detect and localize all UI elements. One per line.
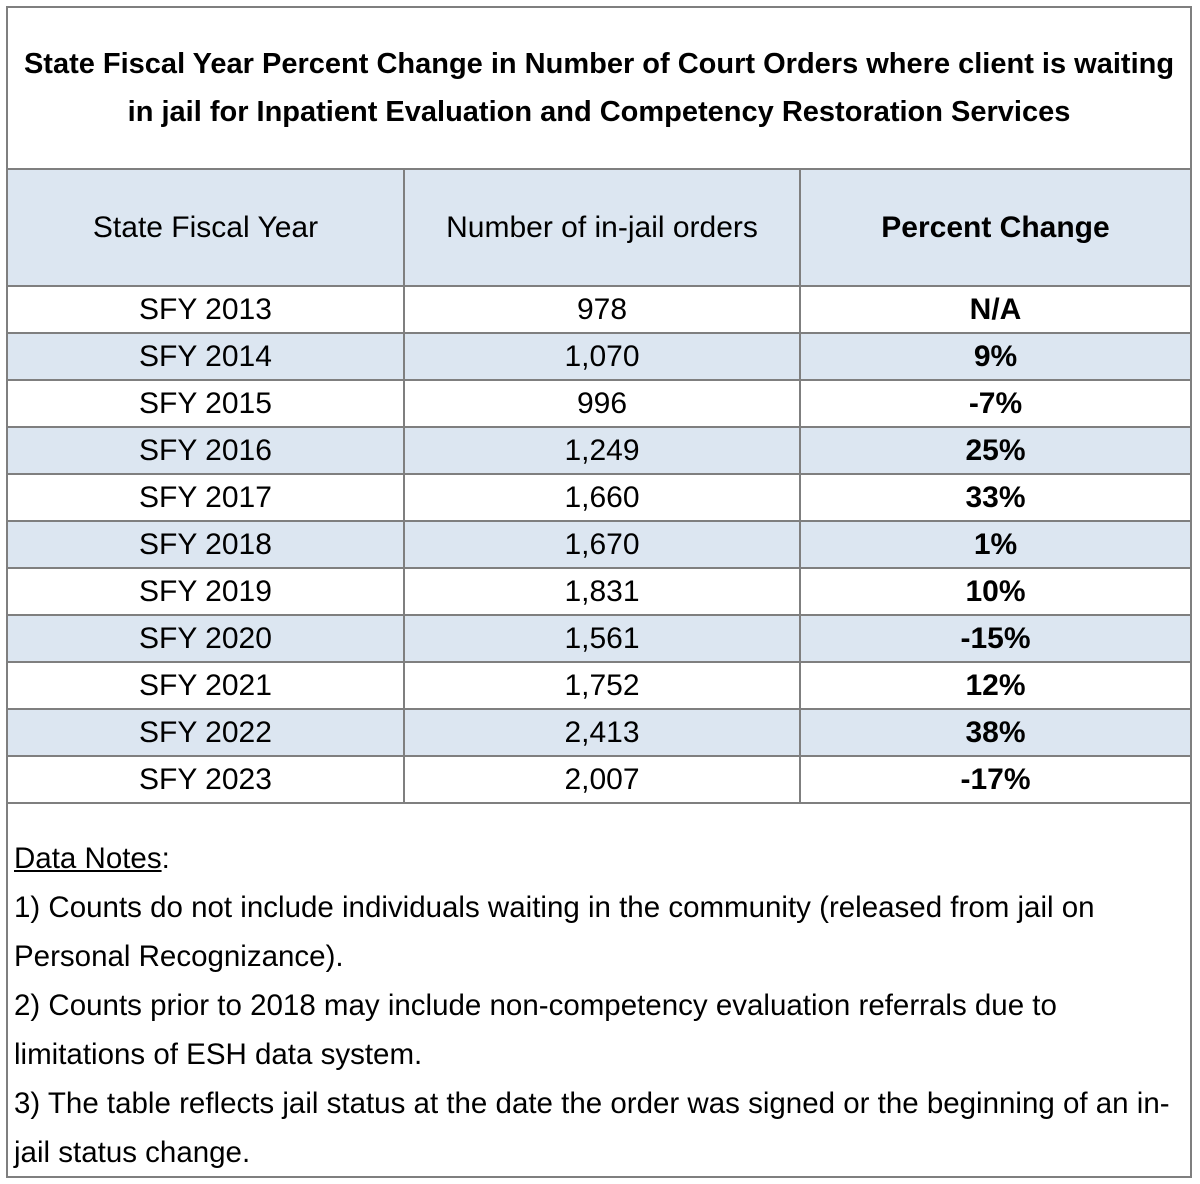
table-row: SFY 2021 1,752 12% [8, 661, 1190, 710]
cell-year: SFY 2016 [8, 426, 405, 475]
cell-orders: 1,249 [403, 426, 801, 475]
cell-change: 9% [799, 332, 1190, 381]
cell-year: SFY 2018 [8, 520, 405, 569]
cell-year: SFY 2020 [8, 614, 405, 663]
cell-orders: 1,660 [403, 473, 801, 522]
notes-heading: Data Notes [14, 842, 162, 875]
cell-change: 12% [799, 661, 1190, 710]
cell-orders: 996 [403, 379, 801, 428]
cell-year: SFY 2014 [8, 332, 405, 381]
notes-heading-colon: : [161, 842, 170, 875]
cell-year: SFY 2015 [8, 379, 405, 428]
table-row: SFY 2022 2,413 38% [8, 708, 1190, 757]
cell-orders: 978 [403, 285, 801, 334]
cell-year: SFY 2017 [8, 473, 405, 522]
cell-year: SFY 2021 [8, 661, 405, 710]
table-row: SFY 2023 2,007 -17% [8, 755, 1190, 804]
table-row: SFY 2018 1,670 1% [8, 520, 1190, 569]
report-table-frame: State Fiscal Year Percent Change in Numb… [6, 6, 1192, 1178]
table-row: SFY 2016 1,249 25% [8, 426, 1190, 475]
cell-year: SFY 2013 [8, 285, 405, 334]
cell-orders: 1,561 [403, 614, 801, 663]
column-header-year: State Fiscal Year [8, 168, 405, 287]
cell-change: -17% [799, 755, 1190, 804]
cell-change: N/A [799, 285, 1190, 334]
header-row: State Fiscal Year Number of in-jail orde… [8, 168, 1190, 287]
table-title: State Fiscal Year Percent Change in Numb… [23, 48, 1175, 128]
cell-change: -15% [799, 614, 1190, 663]
table-row: SFY 2015 996 -7% [8, 379, 1190, 428]
column-header-change: Percent Change [799, 168, 1190, 287]
cell-year: SFY 2023 [8, 755, 405, 804]
table-row: SFY 2020 1,561 -15% [8, 614, 1190, 663]
cell-orders: 2,007 [403, 755, 801, 804]
cell-orders: 1,670 [403, 520, 801, 569]
data-notes: Data Notes: 1) Counts do not include ind… [14, 834, 1188, 1177]
cell-year: SFY 2022 [8, 708, 405, 757]
cell-change: 38% [799, 708, 1190, 757]
note-item: 3) The table reflects jail status at the… [14, 1087, 1170, 1169]
table-row: SFY 2019 1,831 10% [8, 567, 1190, 616]
cell-orders: 2,413 [403, 708, 801, 757]
cell-change: 1% [799, 520, 1190, 569]
data-table: State Fiscal Year Number of in-jail orde… [8, 168, 1190, 804]
cell-change: 25% [799, 426, 1190, 475]
cell-year: SFY 2019 [8, 567, 405, 616]
cell-change: 10% [799, 567, 1190, 616]
column-header-orders: Number of in-jail orders [403, 168, 801, 287]
cell-change: -7% [799, 379, 1190, 428]
table-row: SFY 2014 1,070 9% [8, 332, 1190, 381]
table-row: SFY 2017 1,660 33% [8, 473, 1190, 522]
note-item: 2) Counts prior to 2018 may include non-… [14, 989, 1057, 1071]
cell-orders: 1,831 [403, 567, 801, 616]
note-item: 1) Counts do not include individuals wai… [14, 891, 1095, 973]
notes-heading-line: Data Notes: [14, 834, 1188, 883]
cell-orders: 1,070 [403, 332, 801, 381]
cell-orders: 1,752 [403, 661, 801, 710]
table-row: SFY 2013 978 N/A [8, 285, 1190, 334]
cell-change: 33% [799, 473, 1190, 522]
